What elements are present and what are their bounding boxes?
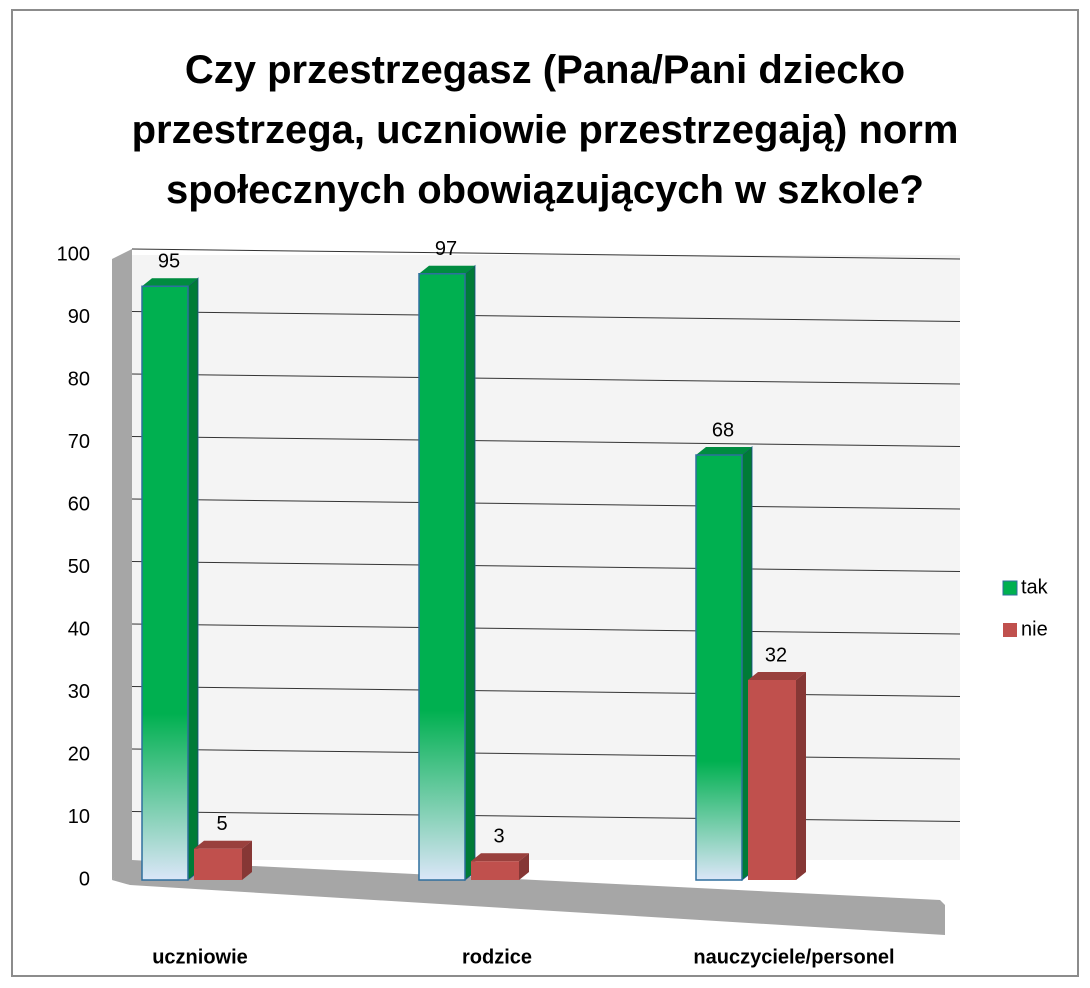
bar-top-shade (748, 672, 806, 680)
y-tick-label: 90 (68, 306, 90, 328)
bar-top-shade (419, 265, 475, 274)
grid-line (131, 436, 961, 447)
y-tick-label: 50 (68, 556, 90, 578)
y-tick-label: 70 (68, 431, 90, 453)
bar-side-shade (465, 265, 475, 880)
data-label: 3 (493, 826, 504, 848)
bar-side-shade (242, 840, 252, 880)
bar-side (796, 672, 806, 880)
bar (695, 454, 743, 881)
grid-line (131, 686, 961, 697)
bar (194, 848, 242, 880)
legend-swatch (1003, 623, 1017, 637)
legend-label: nie (1021, 618, 1048, 640)
legend-swatch (1002, 580, 1018, 596)
bar-side-shade (796, 672, 806, 880)
bar-side (242, 840, 252, 880)
bar-top (696, 447, 752, 455)
bar-top-shade (696, 447, 752, 455)
legend-label: tak (1021, 576, 1049, 598)
grid-line (131, 561, 961, 572)
y-tick-label: 20 (68, 743, 90, 765)
bar-top (471, 853, 529, 862)
grid-line (131, 623, 961, 635)
side-wall (112, 249, 132, 880)
bar-top (748, 672, 806, 680)
grid-line (131, 498, 961, 510)
bar-side (519, 853, 529, 880)
bar-top-shade (471, 853, 529, 862)
bar-top (142, 278, 198, 287)
chart-title: Czy przestrzegasz (Pana/Pani dziecko prz… (131, 48, 959, 212)
y-tick-label: 80 (68, 368, 90, 390)
floor (112, 860, 945, 935)
grid-line (131, 311, 961, 322)
bar-side-shade (188, 278, 198, 880)
back-wall (132, 255, 960, 860)
bar-top-shade (194, 840, 252, 849)
grid-line (131, 373, 961, 385)
bar-top-shade (142, 278, 198, 287)
data-label: 97 (435, 238, 457, 260)
bar-top (419, 265, 475, 274)
data-label: 68 (712, 419, 734, 441)
y-tick-label: 30 (68, 681, 90, 703)
y-tick-label: 100 (57, 243, 90, 265)
bar (748, 680, 796, 880)
bar (418, 273, 466, 881)
y-tick-label: 60 (68, 493, 90, 515)
bar-side-shade (519, 853, 529, 880)
grid-line (131, 811, 961, 822)
data-label: 32 (765, 644, 787, 666)
x-tick-label: nauczyciele/personel (693, 946, 894, 968)
bar (471, 861, 519, 880)
grid-line (131, 248, 961, 260)
y-tick-label: 0 (79, 868, 90, 890)
bar (141, 285, 189, 881)
data-label: 5 (216, 813, 227, 835)
bar-top (194, 840, 252, 849)
y-tick-label: 40 (68, 618, 90, 640)
y-tick-label: 10 (68, 806, 90, 828)
data-label: 95 (158, 251, 180, 273)
grid-line (131, 748, 961, 760)
x-tick-label: rodzice (462, 946, 532, 968)
x-tick-label: uczniowie (152, 946, 248, 968)
